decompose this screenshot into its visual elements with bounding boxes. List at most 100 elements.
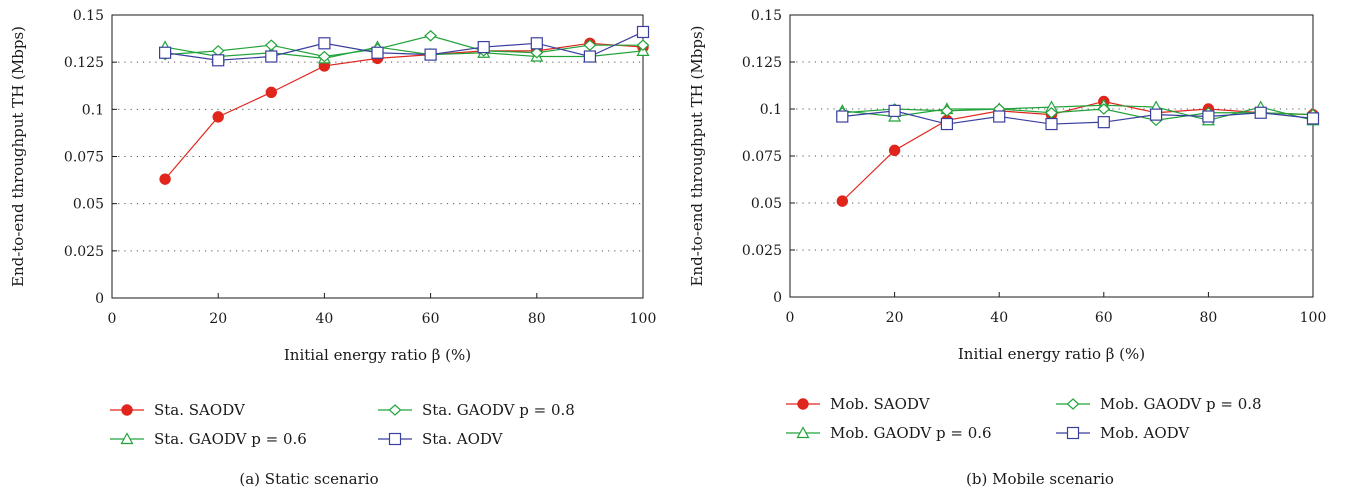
chart-0-legend-item: Sta. AODV	[378, 430, 504, 448]
chart-0-legend-label: Sta. GAODV p = 0.6	[154, 430, 307, 448]
chart-0-x-tick-label: 100	[630, 311, 657, 327]
chart-0-data-point	[530, 46, 544, 59]
chart-0-data-point	[212, 111, 224, 123]
chart-1-legend-item: Mob. AODV	[1056, 424, 1190, 442]
chart-1-y-tick-label: 0.075	[742, 149, 782, 165]
chart-1-legend-label: Mob. GAODV p = 0.6	[830, 424, 992, 442]
chart-0-data-point	[530, 37, 543, 50]
chart-0-series-line	[165, 31, 644, 61]
chart-0-data-point	[159, 173, 171, 185]
chart-0-data-point	[265, 50, 278, 63]
chart-1-series-3	[836, 104, 1320, 131]
chart-1-series-line	[841, 100, 1314, 202]
chart-1-data-point	[940, 117, 954, 131]
chart-0-y-tick-label: 0.05	[73, 197, 104, 213]
chart-0-legend-marker	[120, 432, 134, 445]
chart-0-y-tick-label: 0.1	[82, 102, 104, 118]
chart-1-legend-marker	[797, 398, 809, 410]
chart-0-legend-label: Sta. GAODV p = 0.8	[422, 401, 575, 419]
chart-1-series-line	[842, 110, 1314, 125]
chart-0-data-point	[636, 25, 650, 39]
chart-0-group: 0 0.025 0.05 0.075 0.1 0.125 0.15 0 20 40 60 80 100 I…	[9, 8, 656, 488]
chart-0-y-tick-label: 0	[95, 291, 104, 307]
chart-0-legend-marker	[388, 432, 402, 446]
chart-0-data-point	[477, 40, 490, 54]
chart-0-data-point	[583, 39, 597, 51]
chart-0-data-point	[318, 37, 331, 50]
chart-0-data-point	[159, 46, 172, 59]
chart-1-data-point	[1149, 108, 1163, 121]
chart-0-y-axis-label: End-to-end throughput TH (Mbps)	[9, 26, 27, 287]
chart-1-series-line	[842, 108, 1314, 121]
chart-0-data-point	[318, 50, 331, 63]
chart-1-legend-marker	[1066, 398, 1080, 410]
chart-1-y-tick-label: 0.15	[751, 8, 782, 24]
chart-1-legend-item: Mob. GAODV p = 0.8	[1056, 395, 1262, 413]
chart-1-data-point	[888, 144, 901, 157]
chart-1-data-point	[836, 195, 848, 207]
chart-0-legend-label: Sta. SAODV	[154, 401, 246, 419]
chart-0-legend-marker	[388, 404, 402, 416]
chart-1-data-point	[836, 110, 849, 123]
chart-0-series-3	[159, 25, 650, 67]
chart-1-legend-marker	[1066, 426, 1080, 440]
chart-1-x-axis-label: Initial energy ratio β (%)	[958, 345, 1145, 363]
chart-0-data-point	[583, 50, 597, 63]
chart-1-data-point	[1097, 116, 1110, 129]
chart-1-data-point	[1045, 106, 1058, 119]
chart-0-legend-item: Sta. GAODV p = 0.6	[110, 430, 307, 448]
chart-1-group: 0 0.025 0.05 0.075 0.1 0.125 0.15 0 20 40 60 80 100 I…	[688, 8, 1326, 488]
chart-1-y-tick-label: 0.025	[742, 243, 782, 259]
chart-1-x-tick-label: 40	[990, 310, 1008, 326]
chart-0-data-point	[265, 86, 277, 99]
chart-1-legend-label: Mob. GAODV p = 0.8	[1100, 395, 1262, 413]
chart-1-legend-label: Mob. AODV	[1100, 424, 1190, 442]
chart-0-series-line	[164, 46, 644, 60]
chart-0-data-point	[636, 39, 650, 51]
chart-1-y-axis-label: End-to-end throughput TH (Mbps)	[688, 25, 706, 286]
chart-0-x-tick-label: 0	[108, 311, 117, 327]
chart-0-series-line	[164, 42, 644, 180]
chart-1-data-point	[1097, 103, 1111, 115]
chart-0-data-point	[212, 54, 225, 67]
chart-1-y-tick-label: 0.05	[751, 196, 782, 212]
chart-1-x-tick-label: 60	[1095, 310, 1113, 326]
chart-0-y-tick-label: 0.025	[64, 244, 104, 260]
chart-0-legend-item: Sta. GAODV p = 0.8	[378, 401, 575, 419]
chart-0-y-tick-label: 0.15	[73, 8, 104, 24]
chart-0-data-point	[424, 29, 437, 42]
chart-0-y-tick-label: 0.075	[64, 150, 104, 166]
chart-1-data-point	[888, 104, 901, 117]
chart-1-y-tick-label: 0	[773, 290, 782, 306]
chart-1-series-line	[842, 104, 1314, 121]
chart-1-x-tick-label: 80	[1199, 310, 1217, 326]
chart-0-x-tick-label: 60	[422, 311, 440, 327]
chart-1-y-tick-label: 0.1	[760, 102, 782, 118]
chart-0-legend-marker	[121, 404, 133, 416]
chart-0-x-axis-label: Initial energy ratio β (%)	[284, 346, 471, 364]
chart-1-legend-item: Mob. SAODV	[786, 395, 931, 413]
chart-0-series-0	[159, 37, 649, 185]
chart-1-data-point	[1254, 106, 1267, 119]
chart-1-caption: (b) Mobile scenario	[966, 470, 1114, 488]
chart-1-data-point	[1306, 112, 1320, 125]
chart-0-data-point	[371, 46, 384, 59]
chart-0-legend-item: Sta. SAODV	[110, 401, 246, 419]
chart-1-x-tick-label: 100	[1300, 310, 1327, 326]
chart-1-y-tick-label: 0.125	[742, 55, 782, 71]
chart-1-data-point	[940, 105, 954, 117]
chart-1-x-tick-label: 20	[886, 310, 904, 326]
chart-1-legend-label: Mob. SAODV	[830, 395, 931, 413]
chart-0-data-point	[424, 48, 437, 61]
chart-0-x-tick-label: 40	[315, 311, 333, 327]
chart-1-legend-item: Mob. GAODV p = 0.6	[786, 424, 992, 442]
chart-1-data-point	[1045, 117, 1058, 131]
chart-0-x-tick-label: 80	[528, 311, 546, 327]
chart-0-x-tick-label: 20	[209, 311, 227, 327]
chart-0-series-line	[165, 35, 643, 58]
chart-0-y-tick-label: 0.125	[64, 55, 104, 71]
chart-1-legend-marker	[796, 426, 810, 439]
chart-0-legend-label: Sta. AODV	[422, 430, 504, 448]
chart-0-caption: (a) Static scenario	[239, 470, 378, 488]
